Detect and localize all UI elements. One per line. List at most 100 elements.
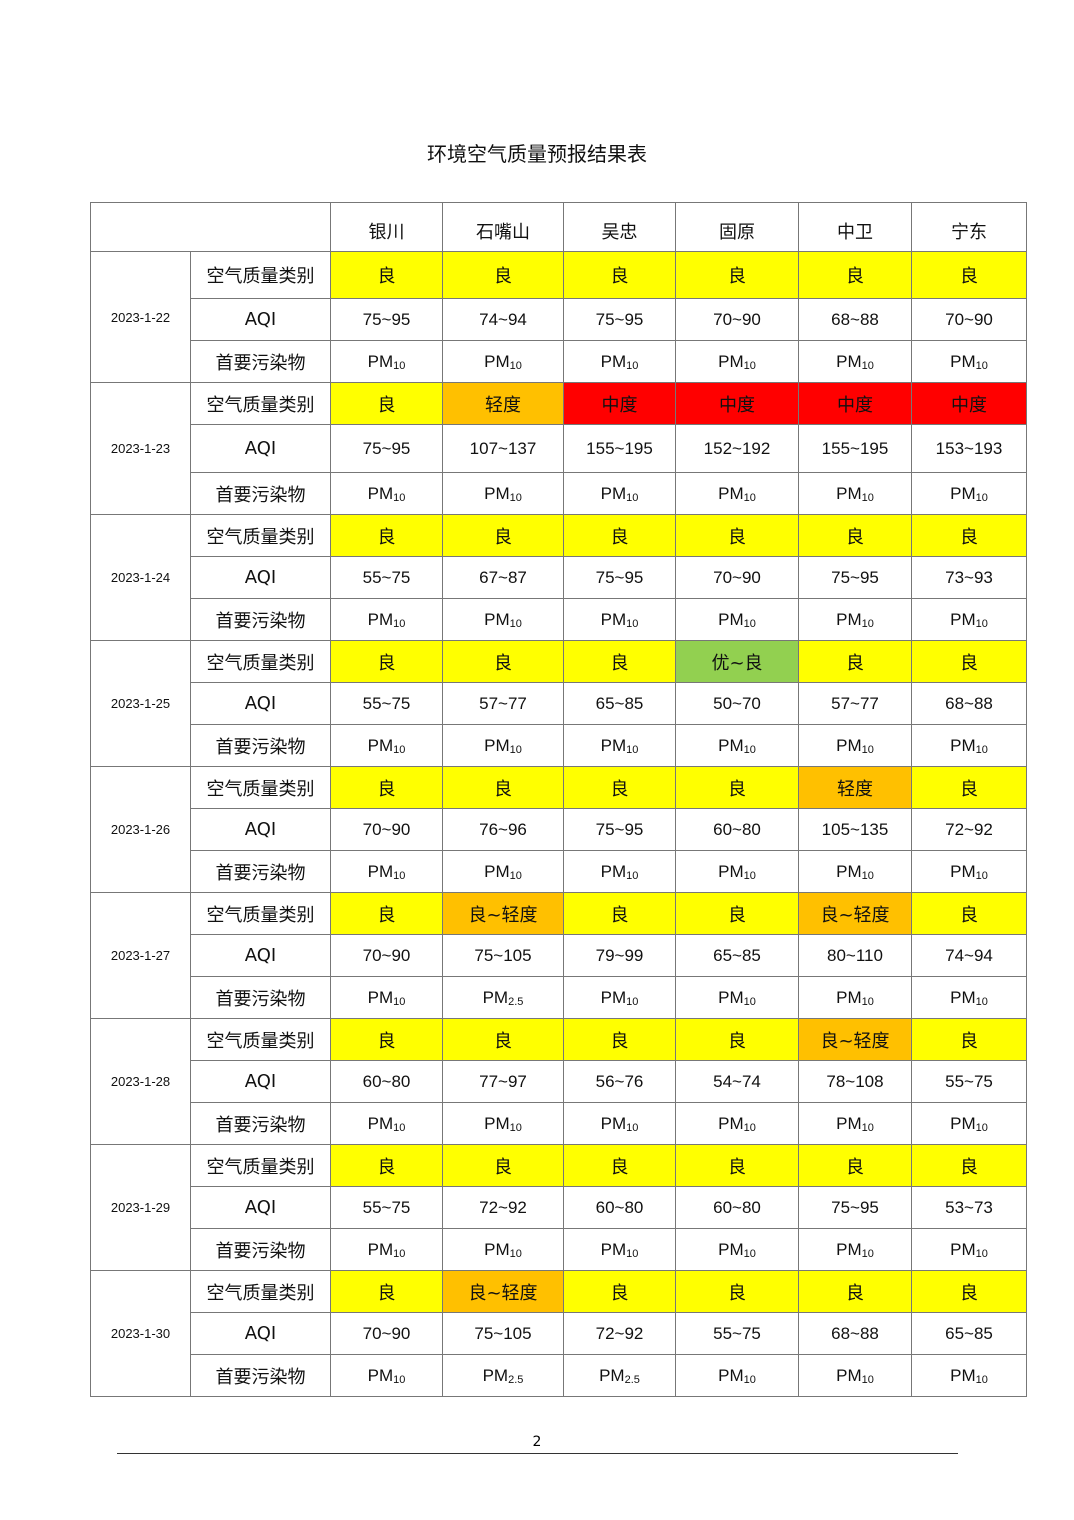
aqi-cell: 107~137 — [442, 424, 564, 473]
category-cell: 良 — [675, 1144, 799, 1187]
pollutant-row: 首要污染物 PM10 PM10 PM10 PM10 PM10 PM10 — [91, 724, 1027, 767]
category-cell: 良 — [911, 251, 1027, 299]
aqi-row: AQI 70~90 75~105 79~99 65~85 80~110 74~94 — [91, 934, 1027, 977]
aqi-cell: 53~73 — [911, 1186, 1027, 1229]
category-row: 2023-1-23 空气质量类别良轻度 中度 中度 中度 中度 — [90, 382, 1027, 515]
pollutant-subscript: 10 — [975, 1121, 988, 1134]
category-cell: 良 — [442, 640, 564, 683]
pollutant-cell: PM10 — [798, 724, 912, 767]
row-label-aqi: AQI — [190, 424, 331, 473]
pollutant-cell: PM10 — [911, 850, 1027, 893]
date-cell: 2023-1-26 — [90, 766, 191, 893]
category-cell: 良 — [911, 1144, 1027, 1187]
pollutant-cell: PM10 — [330, 1102, 443, 1145]
corner-cell — [90, 202, 331, 252]
date-cell: 2023-1-25 — [90, 640, 191, 767]
pollutant-row: 首要污染物 PM10 PM10 PM10 PM10 PM10 PM10 — [91, 1228, 1027, 1271]
pollutant-cell: PM10 — [675, 1354, 799, 1397]
aqi-cell: 70~90 — [330, 1312, 443, 1355]
aqi-cell: 57~77 — [798, 682, 912, 725]
pollutant-cell: PM10 — [442, 598, 564, 641]
pollutant-subscript: 10 — [626, 1121, 639, 1134]
row-label-category: 空气质量类别 — [190, 251, 331, 299]
row-label-category: 空气质量类别 — [190, 640, 331, 683]
category-row: 2023-1-26 空气质量类别良良良良轻度良 — [90, 766, 1027, 893]
pollutant-cell: PM10 — [798, 472, 912, 515]
pollutant-cell: PM10 — [911, 472, 1027, 515]
aqi-cell: 75~105 — [442, 1312, 564, 1355]
category-cell: 良 — [675, 766, 799, 809]
pollutant-subscript: 10 — [393, 617, 406, 630]
row-label-category: 空气质量类别 — [190, 514, 331, 557]
forecast-table: 银川 石嘴山 吴忠 固原 中卫 宁东 2023-1-22 空气质量类别良良良良良良 AQI 75~… — [90, 202, 1027, 1397]
category-row: 2023-1-30 空气质量类别良良~轻度良良良良 — [90, 1270, 1027, 1397]
category-cell: 良~轻度 — [442, 892, 564, 935]
pollutant-cell: PM10 — [330, 724, 443, 767]
aqi-cell: 79~99 — [563, 934, 676, 977]
aqi-row: AQI 70~90 76~96 75~95 60~80 105~135 72~92 — [91, 808, 1027, 851]
pollutant-cell: PM10 — [675, 724, 799, 767]
category-cell: 良 — [330, 1018, 443, 1061]
aqi-cell: 155~195 — [798, 424, 912, 473]
pollutant-subscript: 10 — [626, 617, 639, 630]
aqi-cell: 57~77 — [442, 682, 564, 725]
category-cell: 良 — [563, 892, 676, 935]
city-header: 固原 — [675, 202, 799, 252]
pollutant-subscript: 10 — [393, 869, 406, 882]
pollutant-subscript: 10 — [626, 1247, 639, 1260]
category-cell: 优~良 — [675, 640, 799, 683]
pollutant-subscript: 10 — [393, 491, 406, 504]
row-label-aqi: AQI — [190, 808, 331, 851]
pollutant-subscript: 10 — [626, 359, 639, 372]
pollutant-cell: PM10 — [442, 1102, 564, 1145]
pollutant-subscript: 10 — [975, 1247, 988, 1260]
pollutant-cell: PM10 — [675, 598, 799, 641]
pollutant-cell: PM10 — [675, 472, 799, 515]
pollutant-subscript: 10 — [509, 869, 522, 882]
aqi-cell: 65~85 — [563, 682, 676, 725]
page-number: 2 — [532, 1434, 542, 1450]
category-cell: 良 — [563, 766, 676, 809]
pollutant-subscript: 10 — [975, 359, 988, 372]
city-header: 石嘴山 — [442, 202, 564, 252]
pollutant-subscript: 10 — [626, 869, 639, 882]
pollutant-subscript: 10 — [626, 743, 639, 756]
aqi-cell: 56~76 — [563, 1060, 676, 1103]
aqi-cell: 70~90 — [330, 808, 443, 851]
pollutant-subscript: 10 — [861, 359, 874, 372]
pollutant-cell: PM10 — [563, 850, 676, 893]
aqi-cell: 65~85 — [911, 1312, 1027, 1355]
category-cell: 良~轻度 — [798, 892, 912, 935]
aqi-row: AQI 75~95 74~94 75~95 70~90 68~88 70~90 — [91, 298, 1027, 341]
aqi-row: AQI 55~75 72~92 60~80 60~80 75~95 53~73 — [91, 1186, 1027, 1229]
row-label-aqi: AQI — [190, 1186, 331, 1229]
aqi-cell: 77~97 — [442, 1060, 564, 1103]
category-cell: 良 — [563, 514, 676, 557]
pollutant-cell: PM10 — [911, 598, 1027, 641]
category-cell: 良 — [798, 1144, 912, 1187]
category-row: 2023-1-27 空气质量类别良良~轻度良良良~轻度良 — [90, 892, 1027, 1019]
aqi-cell: 105~135 — [798, 808, 912, 851]
aqi-cell: 72~92 — [911, 808, 1027, 851]
pollutant-cell: PM10 — [330, 598, 443, 641]
pollutant-subscript: 10 — [861, 869, 874, 882]
pollutant-cell: PM10 — [798, 1354, 912, 1397]
pollutant-subscript: 10 — [743, 1373, 756, 1386]
pollutant-subscript: 10 — [509, 359, 522, 372]
pollutant-cell: PM10 — [911, 1354, 1027, 1397]
category-cell: 中度 — [675, 382, 799, 425]
pollutant-cell: PM10 — [911, 724, 1027, 767]
pollutant-cell: PM10 — [330, 976, 443, 1019]
category-cell: 良 — [442, 766, 564, 809]
row-label-pollutant: 首要污染物 — [190, 724, 331, 767]
pollutant-subscript: 10 — [393, 1373, 406, 1386]
category-cell: 轻度 — [798, 766, 912, 809]
aqi-cell: 68~88 — [798, 298, 912, 341]
aqi-cell: 70~90 — [330, 934, 443, 977]
aqi-cell: 67~87 — [442, 556, 564, 599]
aqi-cell: 76~96 — [442, 808, 564, 851]
date-cell: 2023-1-30 — [90, 1270, 191, 1397]
pollutant-cell: PM10 — [442, 1228, 564, 1271]
pollutant-cell: PM10 — [330, 1354, 443, 1397]
